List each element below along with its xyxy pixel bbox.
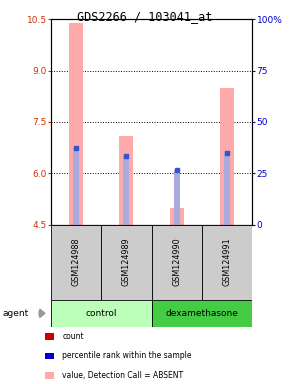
- Bar: [224, 153, 230, 225]
- Text: GSM124989: GSM124989: [122, 238, 131, 286]
- Bar: [51, 225, 101, 300]
- Bar: [151, 300, 252, 327]
- Text: GSM124988: GSM124988: [71, 238, 80, 286]
- Text: value, Detection Call = ABSENT: value, Detection Call = ABSENT: [62, 371, 184, 380]
- Text: count: count: [62, 332, 84, 341]
- Bar: [123, 156, 129, 225]
- Text: GSM124991: GSM124991: [223, 238, 232, 286]
- Bar: [119, 136, 133, 225]
- Bar: [170, 207, 184, 225]
- Text: GDS2266 / 103041_at: GDS2266 / 103041_at: [77, 10, 213, 23]
- Bar: [151, 225, 202, 300]
- Bar: [220, 88, 234, 225]
- Bar: [73, 147, 79, 225]
- Bar: [174, 170, 180, 225]
- Text: GSM124990: GSM124990: [172, 238, 181, 286]
- Text: agent: agent: [3, 309, 29, 318]
- Bar: [69, 23, 83, 225]
- Bar: [101, 225, 151, 300]
- Text: dexamethasone: dexamethasone: [166, 309, 238, 318]
- Text: control: control: [85, 309, 117, 318]
- Bar: [51, 300, 151, 327]
- Text: percentile rank within the sample: percentile rank within the sample: [62, 351, 192, 361]
- Bar: [202, 225, 252, 300]
